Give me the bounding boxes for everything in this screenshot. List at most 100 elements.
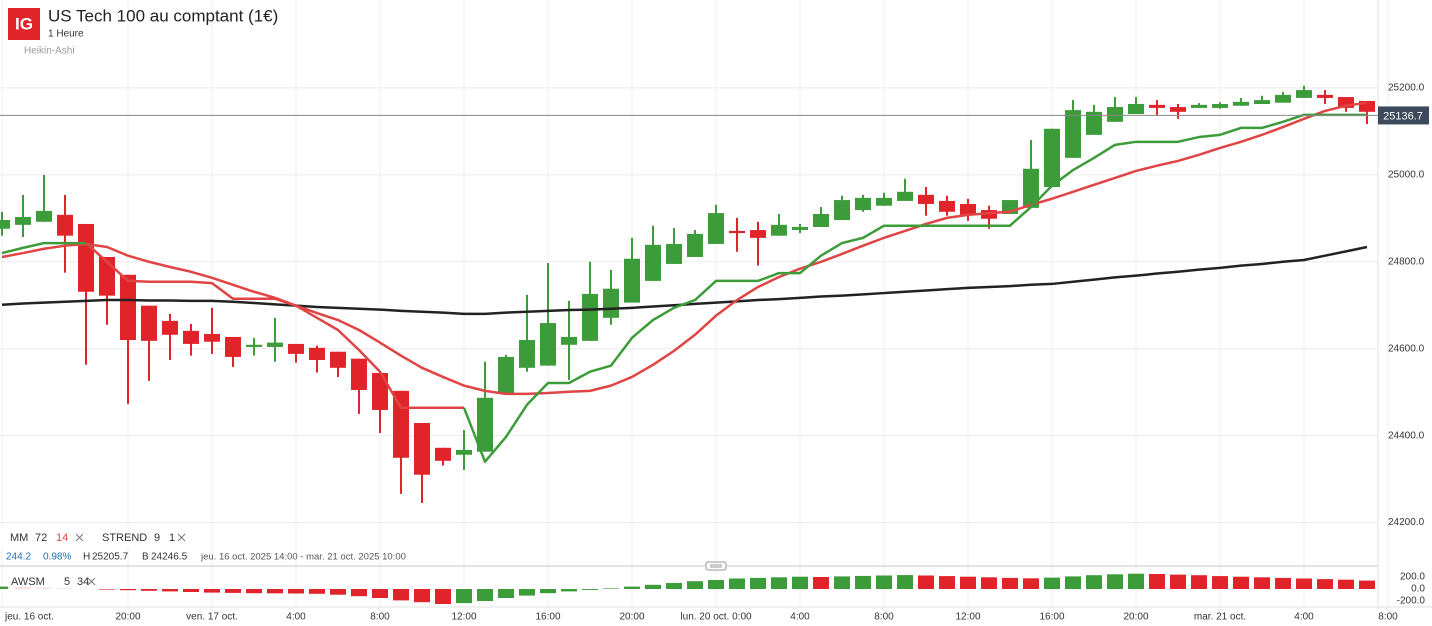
oscillator-bar (120, 589, 136, 591)
candle-body (939, 200, 955, 212)
oscillator-bar (771, 577, 787, 589)
candle-body (729, 230, 745, 234)
x-tick-label: jeu. 16 oct. (4, 612, 54, 623)
current-price-box (1378, 106, 1429, 125)
candle-body (1170, 107, 1186, 112)
oscillator-bar (897, 575, 913, 589)
oscillator-bar (141, 589, 157, 591)
indicator-line (85, 242, 464, 410)
x-tick-label: lun. 20 oct. 0:00 (680, 612, 752, 623)
candle-body (57, 214, 73, 236)
y-tick-label: -200.0 (1397, 596, 1426, 607)
legend-name: MM (10, 532, 28, 544)
grid (0, 0, 1389, 607)
change-pct: 0.98% (43, 552, 71, 563)
candle-body (1044, 128, 1060, 188)
candle-body (1023, 168, 1039, 208)
candle-body (1296, 90, 1312, 98)
oscillator-bar (225, 589, 241, 593)
candle-body (330, 351, 346, 368)
candle-body (351, 358, 367, 390)
oscillator-bar (414, 589, 430, 603)
candle-body (120, 274, 136, 340)
oscillator-bar (330, 589, 346, 595)
candle-body (1107, 107, 1123, 122)
awsm-fast: 5 (64, 576, 70, 588)
legend-period: 9 (154, 532, 160, 544)
awsm-slow: 34 (77, 576, 89, 588)
oscillator-bar (960, 576, 976, 589)
legend-period: 72 (35, 532, 47, 544)
candle-body (162, 320, 178, 335)
logo (8, 8, 40, 40)
y-tick-label: 24600.0 (1388, 343, 1425, 354)
oscillator-bar (876, 575, 892, 589)
legend-multiplier: 1 (169, 532, 175, 544)
oscillator-bar (708, 580, 724, 589)
oscillator-bar (351, 589, 367, 597)
candle-body (603, 288, 619, 318)
candle-body (1065, 110, 1081, 158)
oscillator-bar (939, 576, 955, 589)
candle-body (834, 200, 850, 221)
candle-body (981, 210, 997, 219)
candle-body (645, 244, 661, 281)
oscillator-bar (918, 575, 934, 589)
oscillator-bar (750, 577, 766, 589)
candle-body (624, 258, 640, 303)
candle-body (183, 330, 199, 344)
candle-body (414, 423, 430, 475)
oscillator-bar (540, 589, 556, 594)
legend-bg (0, 528, 195, 548)
candle-body (960, 203, 976, 215)
oscillator-bar (372, 589, 388, 598)
close-icon[interactable] (75, 533, 84, 542)
candle-body (1233, 101, 1249, 106)
oscillator-bar (246, 589, 262, 594)
x-tick-label: 4:00 (1294, 612, 1314, 623)
oscillator-bar (1002, 577, 1018, 589)
close-icon[interactable] (177, 533, 186, 542)
oscillator-bar (1317, 579, 1333, 589)
oscillator-bar (0, 586, 10, 589)
candle-body (435, 447, 451, 461)
x-tick-label: 16:00 (535, 612, 560, 623)
candle-body (1128, 104, 1144, 114)
candle-body (666, 243, 682, 264)
oscillator-bar (183, 589, 199, 592)
oscillator-bar (435, 589, 451, 604)
oscillator-bar (1338, 579, 1354, 589)
x-tick-label: 20:00 (619, 612, 644, 623)
oscillator-bar (393, 589, 409, 601)
candle-body (750, 230, 766, 238)
low: 24246.5 (151, 552, 188, 563)
panel-handle[interactable] (705, 561, 727, 571)
oscillator-bar (855, 575, 871, 589)
x-tick-label: 20:00 (115, 612, 140, 623)
candle-body (456, 449, 472, 455)
oscillator-bar (1086, 575, 1102, 589)
y-tick-label: 24800.0 (1388, 256, 1425, 267)
oscillator-bar (729, 578, 745, 589)
candle-body (1191, 104, 1207, 108)
candle-body (792, 227, 808, 231)
oscillator-bar (267, 589, 283, 594)
candle-body (540, 323, 556, 366)
y-tick-label: 24200.0 (1388, 517, 1425, 528)
oscillator-bar (477, 589, 493, 601)
oscillator-bar (1191, 575, 1207, 589)
close-icon[interactable] (87, 577, 96, 586)
candle-body (1086, 111, 1102, 135)
oscillator-bar (1296, 578, 1312, 589)
awsm-name: AWSM (11, 576, 45, 588)
y-tick-label: 24400.0 (1388, 430, 1425, 441)
x-tick-label: 4:00 (286, 612, 306, 623)
oscillator-bar (1170, 574, 1186, 589)
overlay: 25136.7 (0, 106, 1429, 125)
candle-body (1317, 94, 1333, 98)
oscillator-bar (99, 589, 115, 590)
indicator-line (1, 101, 1368, 396)
candle-body (246, 344, 262, 347)
oscillator-bar (1212, 576, 1228, 589)
